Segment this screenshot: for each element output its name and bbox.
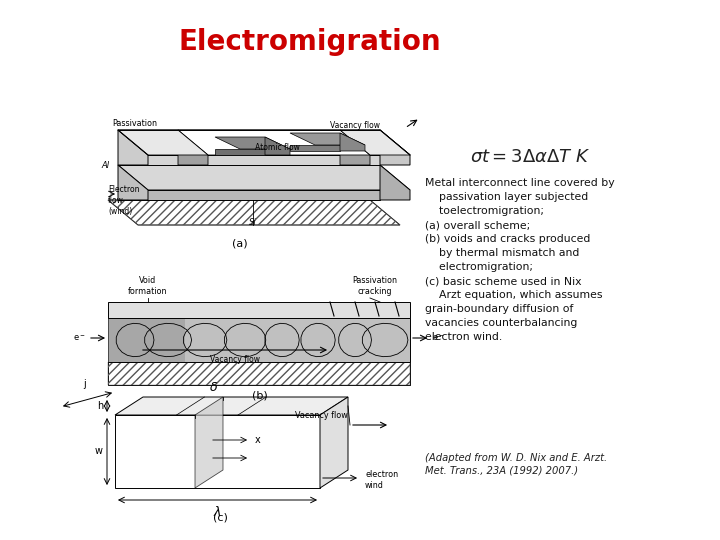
Text: x: x [255,435,261,445]
Polygon shape [108,318,185,362]
Bar [108,362,410,385]
Text: Vacancy flow: Vacancy flow [330,121,380,130]
Bar [108,302,410,318]
Polygon shape [118,165,148,200]
Polygon shape [290,133,365,145]
Text: (b): (b) [252,390,268,400]
Polygon shape [178,130,370,155]
Polygon shape [265,137,290,155]
Text: e$^-$: e$^-$ [73,333,86,343]
Polygon shape [195,397,223,488]
Polygon shape [320,397,348,488]
Text: (Adapted from W. D. Nix and E. Arzt.
Met. Trans., 23A (1992) 2007.): (Adapted from W. D. Nix and E. Arzt. Met… [425,453,607,476]
Polygon shape [340,133,365,151]
Polygon shape [380,130,410,165]
Polygon shape [290,145,340,151]
Text: Void
formation: Void formation [128,276,168,296]
Polygon shape [340,130,410,155]
Text: (a): (a) [232,238,248,248]
Text: Passivation
cracking: Passivation cracking [353,276,397,296]
Polygon shape [118,190,380,200]
Text: Electromigration: Electromigration [179,28,441,56]
Polygon shape [108,200,400,225]
Text: $\delta$: $\delta$ [210,381,219,394]
Text: Vacancy flow: Vacancy flow [295,411,348,420]
Text: (c): (c) [212,513,228,523]
Text: Si: Si [249,218,257,227]
Text: Metal interconnect line covered by
    passivation layer subjected
    toelectro: Metal interconnect line covered by passi… [425,178,615,342]
Text: Al: Al [102,160,110,170]
Text: e$^-$: e$^-$ [432,333,445,343]
Polygon shape [380,165,410,200]
Polygon shape [118,155,380,165]
Bar [108,362,410,385]
Bar [108,318,410,362]
Text: $\lambda$: $\lambda$ [213,505,222,519]
Text: $\sigma t = 3\Delta\alpha\Delta T\ K$: $\sigma t = 3\Delta\alpha\Delta T\ K$ [470,148,590,166]
Polygon shape [115,397,348,415]
Polygon shape [118,130,208,155]
Text: Atomic flow: Atomic flow [255,143,300,152]
Text: Vacancy flow: Vacancy flow [210,355,260,364]
Polygon shape [215,137,290,149]
Polygon shape [118,165,410,190]
Text: j: j [84,379,86,389]
Text: h: h [96,401,103,411]
Polygon shape [178,130,208,165]
Text: electron
wind: electron wind [365,470,398,490]
Text: Electron
flow
(wind): Electron flow (wind) [108,185,140,216]
Polygon shape [118,130,410,155]
Polygon shape [340,130,370,165]
Polygon shape [215,149,265,155]
Text: Passivation: Passivation [112,119,157,128]
Text: w: w [95,447,103,456]
Polygon shape [118,130,148,165]
Polygon shape [115,415,320,488]
